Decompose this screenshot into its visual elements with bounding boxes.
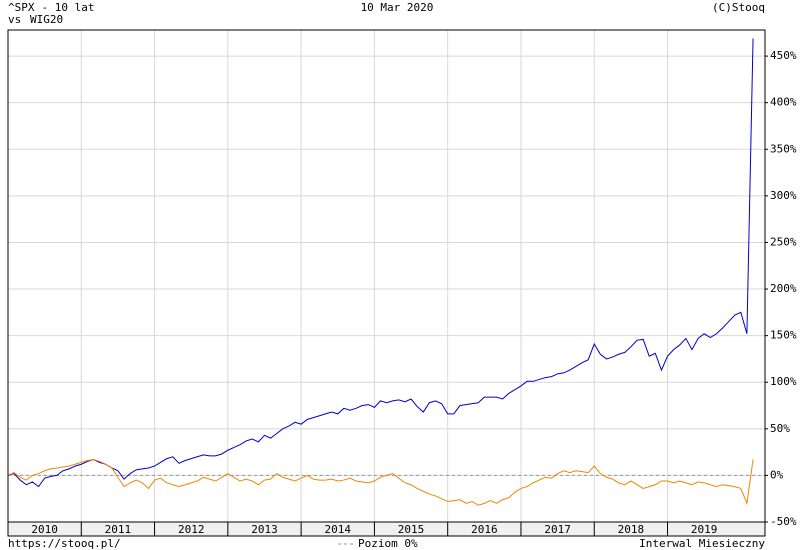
y-tick-label: 150%	[770, 329, 797, 342]
y-tick-label: 300%	[770, 189, 797, 202]
x-tick-label: 2013	[251, 523, 278, 536]
y-tick-label: 350%	[770, 142, 797, 155]
x-tick-label: 2011	[105, 523, 132, 536]
versus: vs	[8, 13, 21, 26]
x-tick-label: 2015	[398, 523, 425, 536]
series-name[interactable]: ^SPX	[8, 1, 35, 14]
copyright: (C)Stooq	[712, 1, 765, 14]
series-line	[7, 459, 754, 506]
x-tick-label: 2010	[31, 523, 58, 536]
interval: Interwal Miesieczny	[639, 537, 765, 550]
y-tick-label: -50%	[770, 515, 797, 528]
source[interactable]: https://stooq.pl/	[8, 537, 121, 550]
plot-frame	[7, 29, 766, 523]
series-line	[7, 38, 754, 488]
x-tick-label: 2016	[471, 523, 498, 536]
x-tick-label: 2012	[178, 523, 205, 536]
reference-label: Poziom 0%	[358, 537, 418, 550]
y-tick-label: 50%	[770, 422, 790, 435]
y-tick-label: 250%	[770, 235, 797, 248]
x-tick-label: 2019	[691, 523, 718, 536]
x-tick-label: 2018	[618, 523, 645, 536]
series-name[interactable]: WIG20	[30, 13, 63, 26]
y-tick-label: 100%	[770, 375, 797, 388]
title-period: - 10 lat	[42, 1, 95, 14]
date: 10 Mar 2020	[361, 1, 434, 14]
y-tick-label: 400%	[770, 96, 797, 109]
x-tick-label: 2014	[325, 523, 352, 536]
x-tick-label: 2017	[544, 523, 571, 536]
y-tick-label: 200%	[770, 282, 797, 295]
y-tick-label: 450%	[770, 49, 797, 62]
y-tick-label: 0%	[770, 468, 784, 481]
